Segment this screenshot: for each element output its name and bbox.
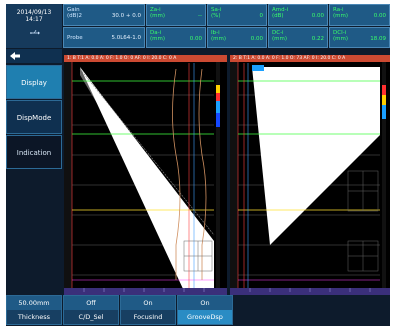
groove-dsp-label: GrooveDsp: [178, 310, 232, 324]
focus-ind-button[interactable]: On FocusInd: [120, 295, 176, 325]
probe-value: 5.0L64-1.0: [111, 35, 141, 41]
reading-ra[interactable]: Ra-i (mm) 0.00: [329, 4, 390, 26]
instrument-screen: 2014/09/13 14:17 Gain (dB)2 30.0 + 0.0 P…: [6, 4, 390, 326]
probe-label: Probe: [67, 35, 83, 41]
back-arrow-icon: [10, 52, 20, 60]
cd-sel-label: C/D_Sel: [64, 310, 118, 324]
groove-dsp-button[interactable]: On GrooveDsp: [177, 295, 233, 325]
menu-dispmode[interactable]: DispMode: [6, 100, 62, 134]
reading-sa[interactable]: Sa-i (%) 0: [207, 4, 267, 26]
gain-value: 30.0 + 0.0: [111, 13, 141, 19]
gain-field[interactable]: Gain (dB)2 30.0 + 0.0: [63, 4, 145, 26]
probe-field[interactable]: Probe 5.0L64-1.0: [63, 27, 145, 48]
usb-icon: [30, 30, 40, 35]
sector-scan-2: [230, 62, 390, 295]
reading-dci[interactable]: DCI-i (mm) 18.09: [329, 27, 390, 48]
thickness-value: 50.00mm: [7, 296, 61, 310]
thickness-button[interactable]: 50.00mm Thickness: [6, 295, 62, 325]
reading-amd[interactable]: Amd-i (dB) 0.00: [268, 4, 328, 26]
reading-ib[interactable]: Ib-i (mm) 0.00: [207, 27, 267, 48]
focus-ind-label: FocusInd: [121, 310, 175, 324]
groove-dsp-value: On: [178, 296, 232, 310]
status-block: 2014/09/13 14:17: [6, 4, 62, 48]
sector-scan-1: [64, 62, 227, 295]
thickness-label: Thickness: [7, 310, 61, 324]
menu-display[interactable]: Display: [6, 65, 62, 99]
cd-sel-value: Off: [64, 296, 118, 310]
cd-sel-button[interactable]: Off C/D_Sel: [63, 295, 119, 325]
reading-dc[interactable]: DC-i (mm) 0.22: [268, 27, 328, 48]
date-text: 2014/09/13: [16, 9, 52, 16]
menu-indication[interactable]: Indication: [6, 135, 62, 169]
reading-da[interactable]: Da-i (mm) 0.00: [146, 27, 206, 48]
sector-scan-panel-2[interactable]: 2: B T:1 A: 0.0 A: 0 F: 1.0 O: 73 AF: 0 …: [230, 55, 390, 295]
gain-label: Gain (dB)2: [67, 7, 83, 19]
menu-back-strip[interactable]: [6, 49, 62, 63]
time-text: 14:17: [25, 16, 43, 23]
reading-za[interactable]: Za-i (mm) --: [146, 4, 206, 26]
panel-1-header: 1: B T:1 A: 0.0 A: 0 F: 1.0 O: 0 AF: 0 I…: [64, 55, 227, 62]
panel-2-header: 2: B T:1 A: 0.0 A: 0 F: 1.0 O: 73 AF: 0 …: [230, 55, 390, 62]
focus-ind-value: On: [121, 296, 175, 310]
sector-scan-panel-1[interactable]: 1: B T:1 A: 0.0 A: 0 F: 1.0 O: 0 AF: 0 I…: [64, 55, 227, 295]
